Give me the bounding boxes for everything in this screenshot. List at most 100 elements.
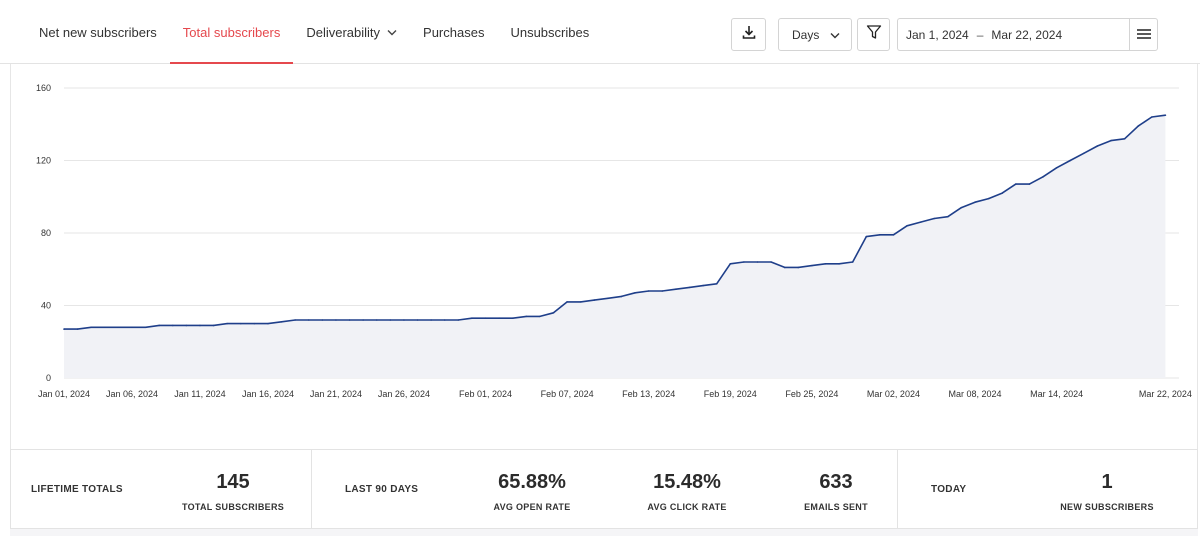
y-tick-label: 120 [36, 156, 51, 166]
data-point [457, 319, 460, 321]
data-point [1042, 176, 1044, 178]
data-point [321, 319, 324, 321]
data-point [1123, 137, 1126, 140]
data-point [688, 286, 691, 289]
total-subscribers-stat: 145 TOTAL SUBSCRIBERS [153, 470, 313, 512]
x-tick-label: Feb 01, 2024 [459, 389, 512, 399]
x-tick-label: Feb 25, 2024 [785, 389, 838, 399]
tab-label: Total subscribers [182, 24, 281, 40]
x-tick-label: Jan 01, 2024 [38, 389, 90, 399]
chart-panel: 0 40 80 120 160 Jan 01, 2024 Jan 06, 2024 Jan 1… [10, 64, 1198, 450]
data-point [892, 234, 895, 236]
data-point [593, 299, 596, 301]
chevron-down-icon [387, 29, 397, 36]
download-button[interactable] [731, 18, 766, 51]
data-point [1028, 183, 1031, 185]
series-area [64, 115, 1166, 378]
menu-button[interactable] [1129, 18, 1158, 51]
data-point [1083, 152, 1085, 155]
filter-button[interactable] [857, 18, 890, 51]
date-separator: – [976, 27, 984, 42]
data-point [743, 261, 745, 263]
x-tick-label: Feb 19, 2024 [704, 389, 757, 399]
data-point [144, 326, 147, 329]
data-point [974, 201, 976, 203]
stat-label: AVG OPEN RATE [493, 502, 571, 512]
date-range-picker[interactable]: Jan 1, 2024 – Mar 22, 2024 [897, 18, 1130, 51]
data-point [267, 322, 269, 325]
interval-select[interactable]: Days [778, 18, 852, 51]
data-point [1096, 145, 1099, 147]
x-tick-label: Jan 06, 2024 [106, 389, 158, 399]
data-point [1015, 183, 1017, 185]
total-subscribers-chart: 0 40 80 120 160 Jan 01, 2024 Jan 06, 2024 Jan 1… [36, 83, 1192, 399]
data-point [552, 311, 555, 314]
emails-sent-stat: 633 EMAILS SENT [756, 470, 916, 512]
tab-net-new-subscribers[interactable]: Net new subscribers [26, 0, 170, 64]
data-point [607, 297, 609, 300]
download-icon [741, 24, 757, 45]
stat-label: TOTAL SUBSCRIBERS [181, 502, 285, 512]
data-point [76, 328, 79, 330]
data-point [403, 319, 405, 321]
avg-open-rate-stat: 65.88% AVG OPEN RATE [452, 470, 612, 512]
data-point [63, 328, 65, 330]
x-tick-label: Feb 13, 2024 [622, 389, 675, 399]
data-point [226, 322, 228, 325]
stat-value: 633 [819, 471, 853, 493]
data-point [947, 215, 949, 218]
tab-total-subscribers[interactable]: Total subscribers [169, 0, 294, 64]
data-point [824, 263, 827, 265]
data-point [865, 235, 868, 238]
x-tick-label: Feb 07, 2024 [541, 389, 594, 399]
data-point [280, 321, 283, 323]
stat-value: 65.88% [498, 471, 566, 493]
data-point [185, 324, 188, 327]
stats-bar: LIFETIME TOTALS 145 TOTAL SUBSCRIBERS LA… [10, 449, 1198, 530]
bottom-strip [10, 529, 1198, 536]
tab-purchases[interactable]: Purchases [410, 0, 497, 64]
data-point [484, 317, 487, 319]
data-point [348, 319, 351, 321]
lifetime-totals-heading: LIFETIME TOTALS [31, 484, 123, 495]
y-tick-label: 40 [41, 301, 51, 311]
data-point [838, 263, 840, 265]
tab-deliverability[interactable]: Deliverability [293, 0, 410, 64]
tab-unsubscribes[interactable]: Unsubscribes [497, 0, 602, 64]
data-point [960, 206, 963, 209]
x-tick-label: Mar 22, 2024 [1139, 389, 1192, 399]
data-point [525, 315, 528, 318]
x-tick-label: Jan 16, 2024 [242, 389, 294, 399]
data-point [1137, 125, 1140, 127]
data-point [906, 224, 908, 227]
data-point [307, 319, 310, 321]
tab-label: Net new subscribers [39, 24, 157, 40]
data-point [620, 295, 623, 298]
avg-click-rate-stat: 15.48% AVG CLICK RATE [607, 470, 767, 512]
data-point [158, 324, 160, 327]
y-tick-label: 160 [36, 83, 51, 93]
data-point [199, 324, 201, 327]
data-point [879, 234, 881, 236]
data-point [715, 282, 718, 285]
data-point [212, 324, 215, 327]
top-bar: Net new subscribers Total subscribers De… [0, 0, 1200, 64]
x-tick-label: Jan 11, 2024 [174, 389, 225, 399]
data-point [511, 317, 514, 319]
data-point [430, 319, 432, 321]
data-point [1069, 159, 1072, 162]
divider [897, 450, 898, 530]
data-point [756, 261, 759, 263]
x-tick-label: Mar 02, 2024 [867, 389, 920, 399]
data-point [933, 217, 936, 220]
data-point [634, 292, 636, 294]
data-point [498, 317, 500, 319]
data-point [90, 326, 92, 329]
data-point [443, 319, 446, 321]
stat-value: 1 [1101, 471, 1113, 493]
date-end: Mar 22, 2024 [991, 27, 1063, 42]
x-tick-label: Mar 08, 2024 [949, 389, 1002, 399]
data-point [539, 315, 541, 318]
data-point [797, 266, 800, 269]
hamburger-menu-icon [1136, 26, 1151, 44]
